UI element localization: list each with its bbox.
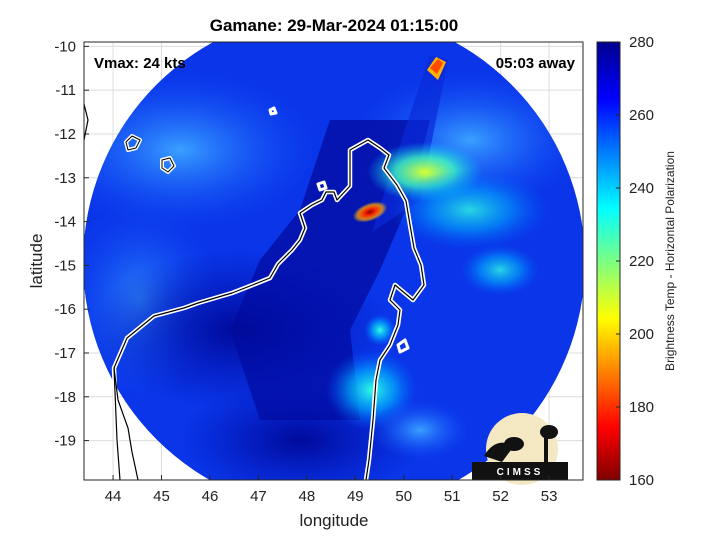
colorbar-tick-label: 280 — [629, 34, 654, 51]
y-axis-ticks: -10 -11 -12 -13 -14 -15 -16 -17 -18 -19 — [54, 38, 89, 450]
y-tick-label: -15 — [54, 257, 76, 274]
y-tick-label: -18 — [54, 389, 76, 406]
x-axis-ticks: 44 45 46 47 48 49 50 51 52 53 — [105, 475, 558, 505]
y-tick-label: -12 — [54, 126, 76, 143]
y-tick-label: -17 — [54, 345, 76, 362]
y-tick-label: -16 — [54, 301, 76, 318]
coastline-island-3 — [96, 142, 108, 150]
colorbar-tick-label: 200 — [629, 326, 654, 343]
feature-cold-cap-2 — [430, 59, 443, 74]
colorbar-tick-label: 160 — [629, 472, 654, 489]
colorbar-tick-label: 260 — [629, 107, 654, 124]
swath-light-band — [84, 70, 320, 230]
distance-annotation: 05:03 away — [496, 55, 576, 72]
coastline-mainland-west — [84, 103, 89, 141]
colorbar-tick-label: 220 — [629, 253, 654, 270]
plot-area: Vmax: 24 kts 05:03 away CIMSS — [83, 41, 584, 485]
y-tick-label: -11 — [55, 82, 76, 99]
colorbar-label: Brightness Temp - Horizontal Polarizatio… — [663, 151, 677, 371]
x-tick-label: 52 — [492, 488, 509, 505]
y-tick-label: -10 — [54, 38, 76, 55]
colorbar: 280 260 240 220 200 180 160 Brightness Temp - … — [596, 34, 677, 489]
x-tick-label: 53 — [541, 488, 558, 505]
feature-band-ne-outer — [390, 170, 550, 250]
colorbar-ticks: 280 260 240 220 200 180 160 — [616, 34, 654, 489]
y-tick-label: -19 — [54, 433, 76, 450]
logo-tower-icon — [544, 430, 548, 464]
x-axis-label: longitude — [299, 511, 368, 530]
logo-text: CIMSS — [497, 467, 544, 478]
feature-band-s2 — [364, 314, 396, 346]
logo-tank-icon — [540, 425, 558, 439]
x-tick-label: 45 — [153, 488, 170, 505]
swath — [84, 42, 583, 480]
x-tick-label: 50 — [395, 488, 412, 505]
coastline-island-6 — [396, 338, 410, 354]
x-tick-label: 46 — [202, 488, 219, 505]
y-axis-label: latitude — [27, 234, 46, 289]
colorbar-tick-label: 240 — [629, 180, 654, 197]
coastlines — [84, 103, 427, 480]
plot-frame — [83, 41, 584, 481]
coastline-island-4 — [316, 180, 328, 192]
vmax-annotation: Vmax: 24 kts — [94, 55, 186, 72]
colorbar-tick-label: 180 — [629, 399, 654, 416]
cimss-logo: CIMSS — [472, 413, 568, 485]
x-tick-label: 51 — [444, 488, 461, 505]
feature-cold-core — [352, 201, 388, 223]
x-tick-label: 48 — [299, 488, 316, 505]
chart-title: Gamane: 29-Mar-2024 01:15:00 — [210, 16, 459, 35]
y-tick-label: -14 — [54, 214, 76, 231]
x-tick-label: 44 — [105, 488, 122, 505]
swath-dark-zone-2 — [90, 250, 390, 410]
x-tick-label: 47 — [250, 488, 267, 505]
feature-band-se — [460, 244, 540, 296]
coastline-island-5 — [268, 106, 278, 116]
feature-band-s3 — [370, 400, 470, 460]
x-tick-label: 49 — [347, 488, 364, 505]
y-tick-label: -13 — [54, 170, 76, 187]
coastline-africa-south — [113, 367, 139, 480]
logo-banner — [472, 462, 568, 480]
logo-dish-icon-2 — [504, 437, 524, 451]
